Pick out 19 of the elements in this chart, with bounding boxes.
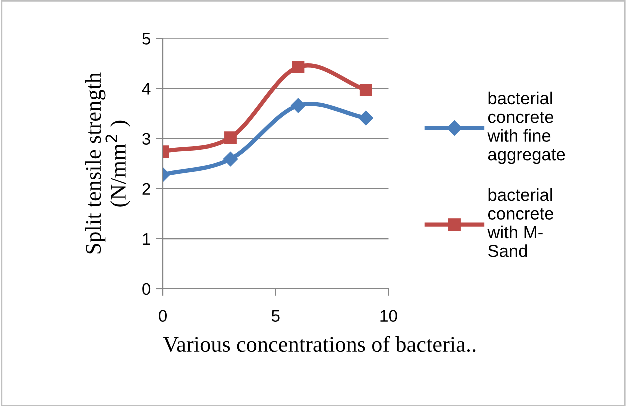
x-tick-label: 0 — [159, 310, 168, 322]
y-tick-label: 0 — [142, 283, 151, 296]
point — [223, 152, 238, 167]
point — [290, 98, 306, 114]
y-tick-label: 3 — [142, 133, 150, 145]
y-tick-label: 1 — [143, 233, 150, 245]
point — [360, 84, 372, 96]
point — [224, 132, 237, 144]
y-axis-title: Split tensile strength (N/mm$^{2}$ ) — [86, 72, 131, 254]
point — [292, 60, 305, 74]
y-tick-label: 4 — [142, 83, 151, 95]
legend-label: bacterial concrete with M- Sand — [488, 188, 554, 258]
point — [358, 110, 374, 126]
x-tick-label: 10 — [380, 310, 398, 322]
y-tick-label: 2 — [142, 183, 150, 195]
legend-label: bacterial concrete with fine aggregate — [488, 92, 566, 164]
x-axis-title: Various concentrations of bacteria.. — [163, 336, 476, 352]
x-tick-label: 5 — [272, 310, 280, 322]
y-tick-label: 5 — [142, 33, 151, 45]
